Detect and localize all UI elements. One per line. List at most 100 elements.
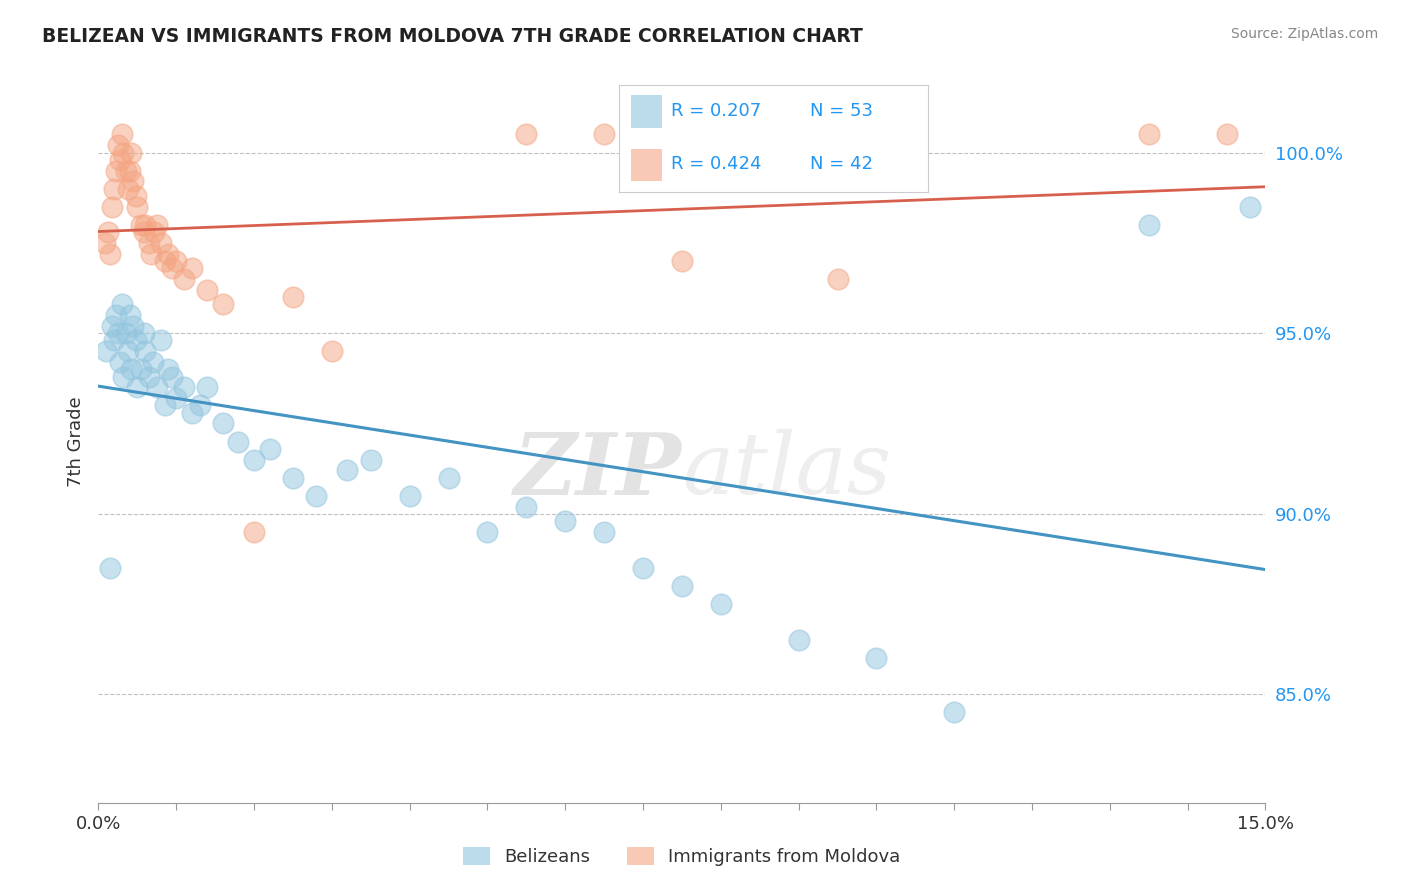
Point xyxy=(360,452,382,467)
Point xyxy=(104,163,127,178)
Point xyxy=(108,153,131,167)
Point xyxy=(173,380,195,394)
Point xyxy=(93,235,115,250)
Point xyxy=(165,254,187,268)
Point xyxy=(477,524,499,539)
Point xyxy=(98,561,121,575)
Point xyxy=(107,138,129,153)
Point xyxy=(593,524,616,539)
Text: R = 0.424: R = 0.424 xyxy=(671,155,762,173)
Point xyxy=(162,369,184,384)
Point xyxy=(321,344,343,359)
Point xyxy=(118,163,141,178)
Point xyxy=(111,297,134,311)
FancyBboxPatch shape xyxy=(631,95,662,128)
Point xyxy=(398,489,420,503)
Point xyxy=(180,261,202,276)
Text: atlas: atlas xyxy=(682,429,891,512)
Point xyxy=(787,633,810,648)
Point xyxy=(125,189,148,203)
Point xyxy=(281,290,304,304)
Text: N = 53: N = 53 xyxy=(810,102,873,120)
Point xyxy=(173,272,195,286)
Point xyxy=(104,308,127,322)
Point xyxy=(134,344,156,359)
Point xyxy=(127,380,149,394)
Point xyxy=(112,145,135,160)
Point xyxy=(165,391,187,405)
Point xyxy=(1239,200,1261,214)
Point xyxy=(120,145,142,160)
Point xyxy=(1137,218,1160,232)
Point xyxy=(146,380,169,394)
Point xyxy=(122,174,145,188)
Point xyxy=(671,254,693,268)
Point xyxy=(122,318,145,333)
Point xyxy=(129,362,152,376)
Point xyxy=(243,452,266,467)
Point xyxy=(943,706,966,720)
Point xyxy=(101,200,124,214)
Point xyxy=(143,225,166,239)
Point xyxy=(101,318,124,333)
Point xyxy=(212,297,235,311)
Point xyxy=(120,362,142,376)
Point xyxy=(180,406,202,420)
Point xyxy=(111,128,134,142)
Point xyxy=(515,500,537,514)
Point xyxy=(97,225,120,239)
Point xyxy=(118,308,141,322)
Point xyxy=(103,182,125,196)
Point xyxy=(98,246,121,260)
Point xyxy=(162,261,184,276)
Point xyxy=(138,235,160,250)
Point xyxy=(305,489,328,503)
Point xyxy=(117,182,139,196)
Point xyxy=(125,334,148,348)
Point xyxy=(212,417,235,431)
Point xyxy=(1137,128,1160,142)
Point xyxy=(195,283,218,297)
Point xyxy=(195,380,218,394)
Point xyxy=(112,369,135,384)
Point xyxy=(437,471,460,485)
Point xyxy=(114,163,136,178)
Point xyxy=(710,597,733,611)
Point xyxy=(153,254,176,268)
Point xyxy=(865,651,887,665)
Point xyxy=(107,326,129,341)
Text: BELIZEAN VS IMMIGRANTS FROM MOLDOVA 7TH GRADE CORRELATION CHART: BELIZEAN VS IMMIGRANTS FROM MOLDOVA 7TH … xyxy=(42,27,863,45)
Text: ZIP: ZIP xyxy=(515,429,682,512)
Point xyxy=(157,246,180,260)
Point xyxy=(157,362,180,376)
Point xyxy=(1215,128,1237,142)
Legend: Belizeans, Immigrants from Moldova: Belizeans, Immigrants from Moldova xyxy=(456,839,908,873)
Point xyxy=(259,442,281,456)
Point xyxy=(103,334,125,348)
Point xyxy=(228,434,250,449)
Point xyxy=(671,579,693,593)
Y-axis label: 7th Grade: 7th Grade xyxy=(66,396,84,487)
Point xyxy=(153,399,176,413)
Point xyxy=(827,272,849,286)
Point xyxy=(117,344,139,359)
Point xyxy=(593,128,616,142)
Point xyxy=(149,235,172,250)
Point xyxy=(141,246,163,260)
Point xyxy=(142,355,165,369)
Point xyxy=(114,326,136,341)
Point xyxy=(96,344,118,359)
Point xyxy=(149,334,172,348)
Point xyxy=(243,524,266,539)
Point xyxy=(515,128,537,142)
Point xyxy=(129,218,152,232)
FancyBboxPatch shape xyxy=(631,149,662,181)
Point xyxy=(188,399,211,413)
Point xyxy=(132,326,155,341)
Point xyxy=(631,561,654,575)
Point xyxy=(127,200,149,214)
Text: R = 0.207: R = 0.207 xyxy=(671,102,762,120)
Point xyxy=(146,218,169,232)
Point xyxy=(138,369,160,384)
Point xyxy=(108,355,131,369)
